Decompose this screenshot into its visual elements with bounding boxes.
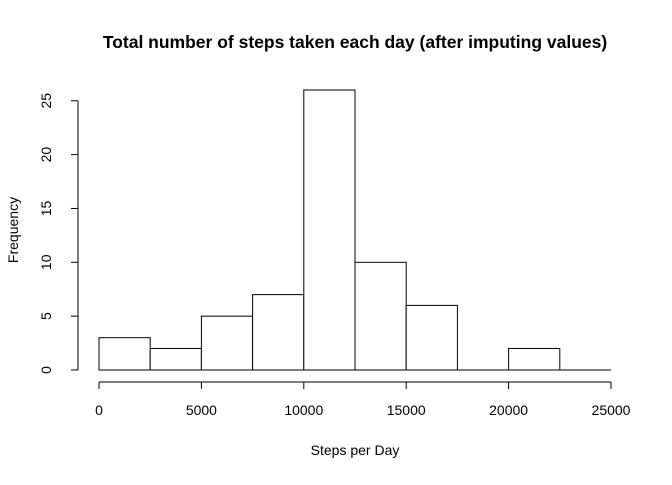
y-tick-label: 25 [38, 93, 54, 109]
y-tick-label: 10 [38, 254, 54, 270]
x-axis: 0 5000 10000 15000 20000 25000 [95, 381, 631, 418]
histogram-bar [98, 337, 151, 371]
x-tick-label: 25000 [592, 402, 631, 418]
histogram-bar [200, 315, 254, 371]
x-tick-label: 5000 [186, 402, 217, 418]
x-tick-label: 15000 [387, 402, 426, 418]
histogram-bar [354, 261, 407, 371]
y-tick-label: 0 [38, 366, 54, 374]
y-tick-label: 20 [38, 147, 54, 163]
y-tick-label: 5 [38, 312, 54, 320]
y-tick-label: 15 [38, 200, 54, 216]
x-tick-label: 0 [95, 402, 103, 418]
histogram-bar [149, 347, 202, 371]
histogram-bar [508, 347, 561, 371]
histogram-bar [405, 304, 458, 371]
chart-title: Total number of steps taken each day (af… [103, 32, 607, 52]
x-tick-label: 10000 [284, 402, 323, 418]
y-axis-label: Frequency [5, 197, 21, 263]
y-axis: 0 5 10 15 20 25 [38, 93, 79, 374]
x-axis-label: Steps per Day [311, 442, 400, 458]
histogram-bar [303, 89, 356, 371]
bars-group [98, 89, 611, 371]
histogram-bar [252, 294, 305, 371]
x-tick-label: 20000 [489, 402, 528, 418]
